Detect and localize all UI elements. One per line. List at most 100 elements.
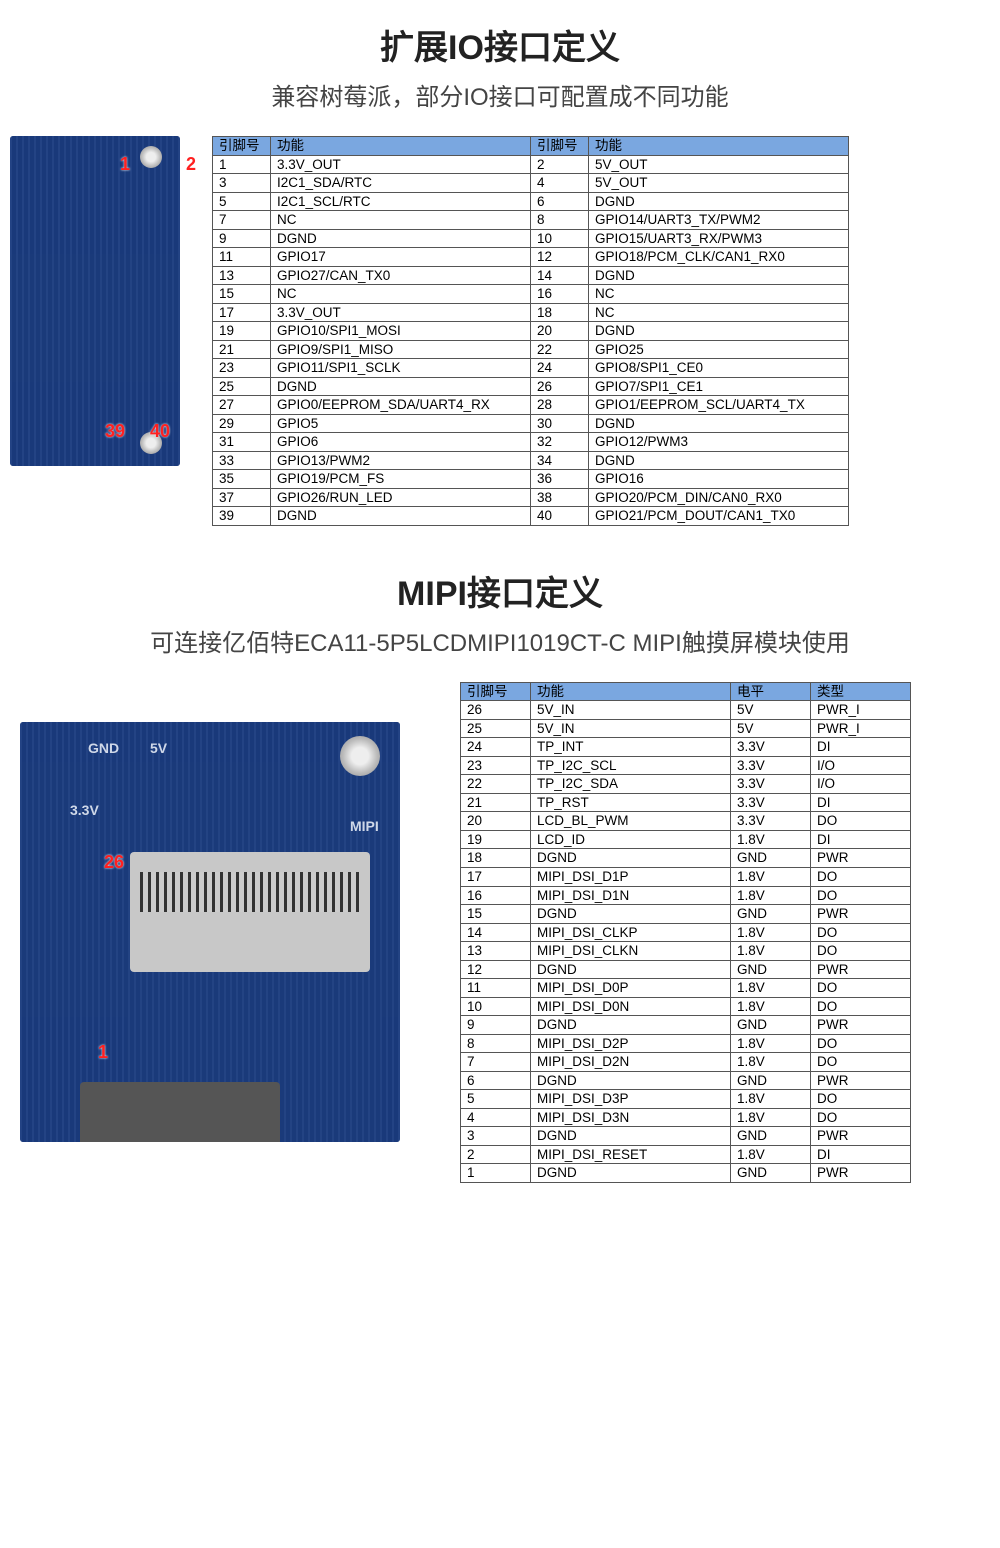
table-cell: GND bbox=[731, 905, 811, 924]
table-row: 173.3V_OUT18NC bbox=[213, 303, 849, 322]
table-cell: 3.3V_OUT bbox=[271, 155, 531, 174]
table-cell: MIPI_DSI_CLKN bbox=[531, 942, 731, 961]
table-row: 7MIPI_DSI_D2N1.8VDO bbox=[461, 1053, 911, 1072]
table-cell: 5V bbox=[731, 701, 811, 720]
table-cell: GPIO20/PCM_DIN/CAN0_RX0 bbox=[589, 488, 849, 507]
table-cell: 1.8V bbox=[731, 979, 811, 998]
table-cell: 13 bbox=[213, 266, 271, 285]
table-header: 功能 bbox=[531, 682, 731, 701]
pin-label: 5V bbox=[150, 740, 167, 756]
table-cell: 3 bbox=[461, 1127, 531, 1146]
table-cell: 12 bbox=[531, 248, 589, 267]
table-cell: 9 bbox=[213, 229, 271, 248]
table-cell: NC bbox=[271, 285, 531, 304]
table-cell: 11 bbox=[213, 248, 271, 267]
table-cell: 1.8V bbox=[731, 867, 811, 886]
table-row: 5I2C1_SCL/RTC6DGND bbox=[213, 192, 849, 211]
table-cell: 15 bbox=[461, 905, 531, 924]
table-row: 18DGNDGNDPWR bbox=[461, 849, 911, 868]
table-cell: GPIO27/CAN_TX0 bbox=[271, 266, 531, 285]
table-cell: 29 bbox=[213, 414, 271, 433]
gpio-pinout-table: 引脚号功能引脚号功能13.3V_OUT25V_OUT3I2C1_SDA/RTC4… bbox=[212, 136, 849, 526]
table-row: 265V_IN5VPWR_I bbox=[461, 701, 911, 720]
table-cell: 8 bbox=[531, 211, 589, 230]
table-cell: 1.8V bbox=[731, 1108, 811, 1127]
table-cell: DO bbox=[811, 979, 911, 998]
table-cell: 2 bbox=[461, 1145, 531, 1164]
pin-label: 1 bbox=[98, 1042, 108, 1063]
table-cell: 5V bbox=[731, 719, 811, 738]
table-cell: PWR bbox=[811, 1071, 911, 1090]
table-cell: DGND bbox=[589, 322, 849, 341]
table-cell: 25 bbox=[213, 377, 271, 396]
table-cell: 8 bbox=[461, 1034, 531, 1053]
table-cell: NC bbox=[589, 285, 849, 304]
table-row: 2MIPI_DSI_RESET1.8VDI bbox=[461, 1145, 911, 1164]
table-cell: DO bbox=[811, 997, 911, 1016]
table-cell: GPIO18/PCM_CLK/CAN1_RX0 bbox=[589, 248, 849, 267]
table-row: 16MIPI_DSI_D1N1.8VDO bbox=[461, 886, 911, 905]
table-header: 引脚号 bbox=[531, 137, 589, 156]
table-cell: 1.8V bbox=[731, 942, 811, 961]
table-cell: 5V_OUT bbox=[589, 155, 849, 174]
table-row: 21GPIO9/SPI1_MISO22GPIO25 bbox=[213, 340, 849, 359]
table-cell: 23 bbox=[461, 756, 531, 775]
table-header: 引脚号 bbox=[461, 682, 531, 701]
table-cell: 39 bbox=[213, 507, 271, 526]
table-row: 19LCD_ID1.8VDI bbox=[461, 830, 911, 849]
table-cell: 26 bbox=[531, 377, 589, 396]
table-cell: 33 bbox=[213, 451, 271, 470]
table-cell: 9 bbox=[461, 1016, 531, 1035]
table-cell: GPIO26/RUN_LED bbox=[271, 488, 531, 507]
table-cell: PWR bbox=[811, 960, 911, 979]
table-cell: DO bbox=[811, 886, 911, 905]
table-cell: MIPI_DSI_D1N bbox=[531, 886, 731, 905]
table-cell: 30 bbox=[531, 414, 589, 433]
table-row: 21TP_RST3.3VDI bbox=[461, 793, 911, 812]
table-cell: DO bbox=[811, 923, 911, 942]
table-header: 功能 bbox=[589, 137, 849, 156]
table-cell: DGND bbox=[531, 849, 731, 868]
table-cell: I2C1_SDA/RTC bbox=[271, 174, 531, 193]
table-row: 22TP_I2C_SDA3.3VI/O bbox=[461, 775, 911, 794]
table-row: 31GPIO632GPIO12/PWM3 bbox=[213, 433, 849, 452]
pin-label: 40 bbox=[150, 421, 170, 442]
table-cell: TP_INT bbox=[531, 738, 731, 757]
table-row: 4MIPI_DSI_D3N1.8VDO bbox=[461, 1108, 911, 1127]
table-cell: 5 bbox=[213, 192, 271, 211]
table-cell: 5V_IN bbox=[531, 719, 731, 738]
table-cell: 12 bbox=[461, 960, 531, 979]
table-cell: 17 bbox=[461, 867, 531, 886]
table-cell: GND bbox=[731, 960, 811, 979]
table-cell: 21 bbox=[461, 793, 531, 812]
pin-label: MIPI bbox=[350, 818, 379, 834]
table-cell: DGND bbox=[531, 1016, 731, 1035]
table-row: 13GPIO27/CAN_TX014DGND bbox=[213, 266, 849, 285]
table-row: 19GPIO10/SPI1_MOSI20DGND bbox=[213, 322, 849, 341]
table-header: 类型 bbox=[811, 682, 911, 701]
table-cell: MIPI_DSI_D3N bbox=[531, 1108, 731, 1127]
table-cell: 22 bbox=[531, 340, 589, 359]
table-cell: PWR bbox=[811, 1164, 911, 1183]
table-row: 3DGNDGNDPWR bbox=[461, 1127, 911, 1146]
table-row: 13MIPI_DSI_CLKN1.8VDO bbox=[461, 942, 911, 961]
table-cell: GND bbox=[731, 849, 811, 868]
table-cell: GPIO21/PCM_DOUT/CAN1_TX0 bbox=[589, 507, 849, 526]
table-cell: DGND bbox=[531, 1071, 731, 1090]
table-cell: 20 bbox=[531, 322, 589, 341]
pin-label: 3.3V bbox=[70, 802, 99, 818]
table-cell: 19 bbox=[461, 830, 531, 849]
table-cell: 4 bbox=[461, 1108, 531, 1127]
table-cell: 5V_IN bbox=[531, 701, 731, 720]
table-cell: DGND bbox=[589, 414, 849, 433]
gpio-section: 扩展IO接口定义 兼容树莓派，部分IO接口可配置成不同功能 123940 引脚号… bbox=[0, 20, 1000, 526]
table-cell: 5V_OUT bbox=[589, 174, 849, 193]
table-cell: GPIO14/UART3_TX/PWM2 bbox=[589, 211, 849, 230]
table-cell: DO bbox=[811, 1034, 911, 1053]
table-cell: 3.3V bbox=[731, 812, 811, 831]
table-cell: GPIO1/EEPROM_SCL/UART4_TX bbox=[589, 396, 849, 415]
table-cell: 24 bbox=[461, 738, 531, 757]
table-cell: DO bbox=[811, 1108, 911, 1127]
table-cell: MIPI_DSI_D3P bbox=[531, 1090, 731, 1109]
table-row: 255V_IN5VPWR_I bbox=[461, 719, 911, 738]
